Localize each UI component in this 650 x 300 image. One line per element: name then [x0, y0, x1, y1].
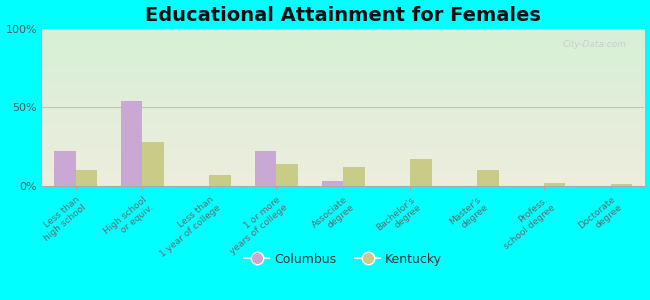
Bar	[276, 164, 298, 186]
Text: City-Data.com: City-Data.com	[562, 40, 627, 49]
Bar	[410, 159, 432, 186]
Bar	[75, 170, 97, 186]
Legend: Columbus, Kentucky: Columbus, Kentucky	[239, 248, 447, 271]
Bar	[544, 183, 566, 186]
Bar	[121, 101, 142, 186]
Bar	[54, 152, 75, 186]
Bar	[611, 184, 632, 186]
Bar	[142, 142, 164, 186]
Bar	[255, 152, 276, 186]
Title: Educational Attainment for Females: Educational Attainment for Females	[146, 6, 541, 25]
Bar	[343, 167, 365, 186]
Bar	[477, 170, 499, 186]
Bar	[209, 175, 231, 186]
Bar	[322, 181, 343, 186]
